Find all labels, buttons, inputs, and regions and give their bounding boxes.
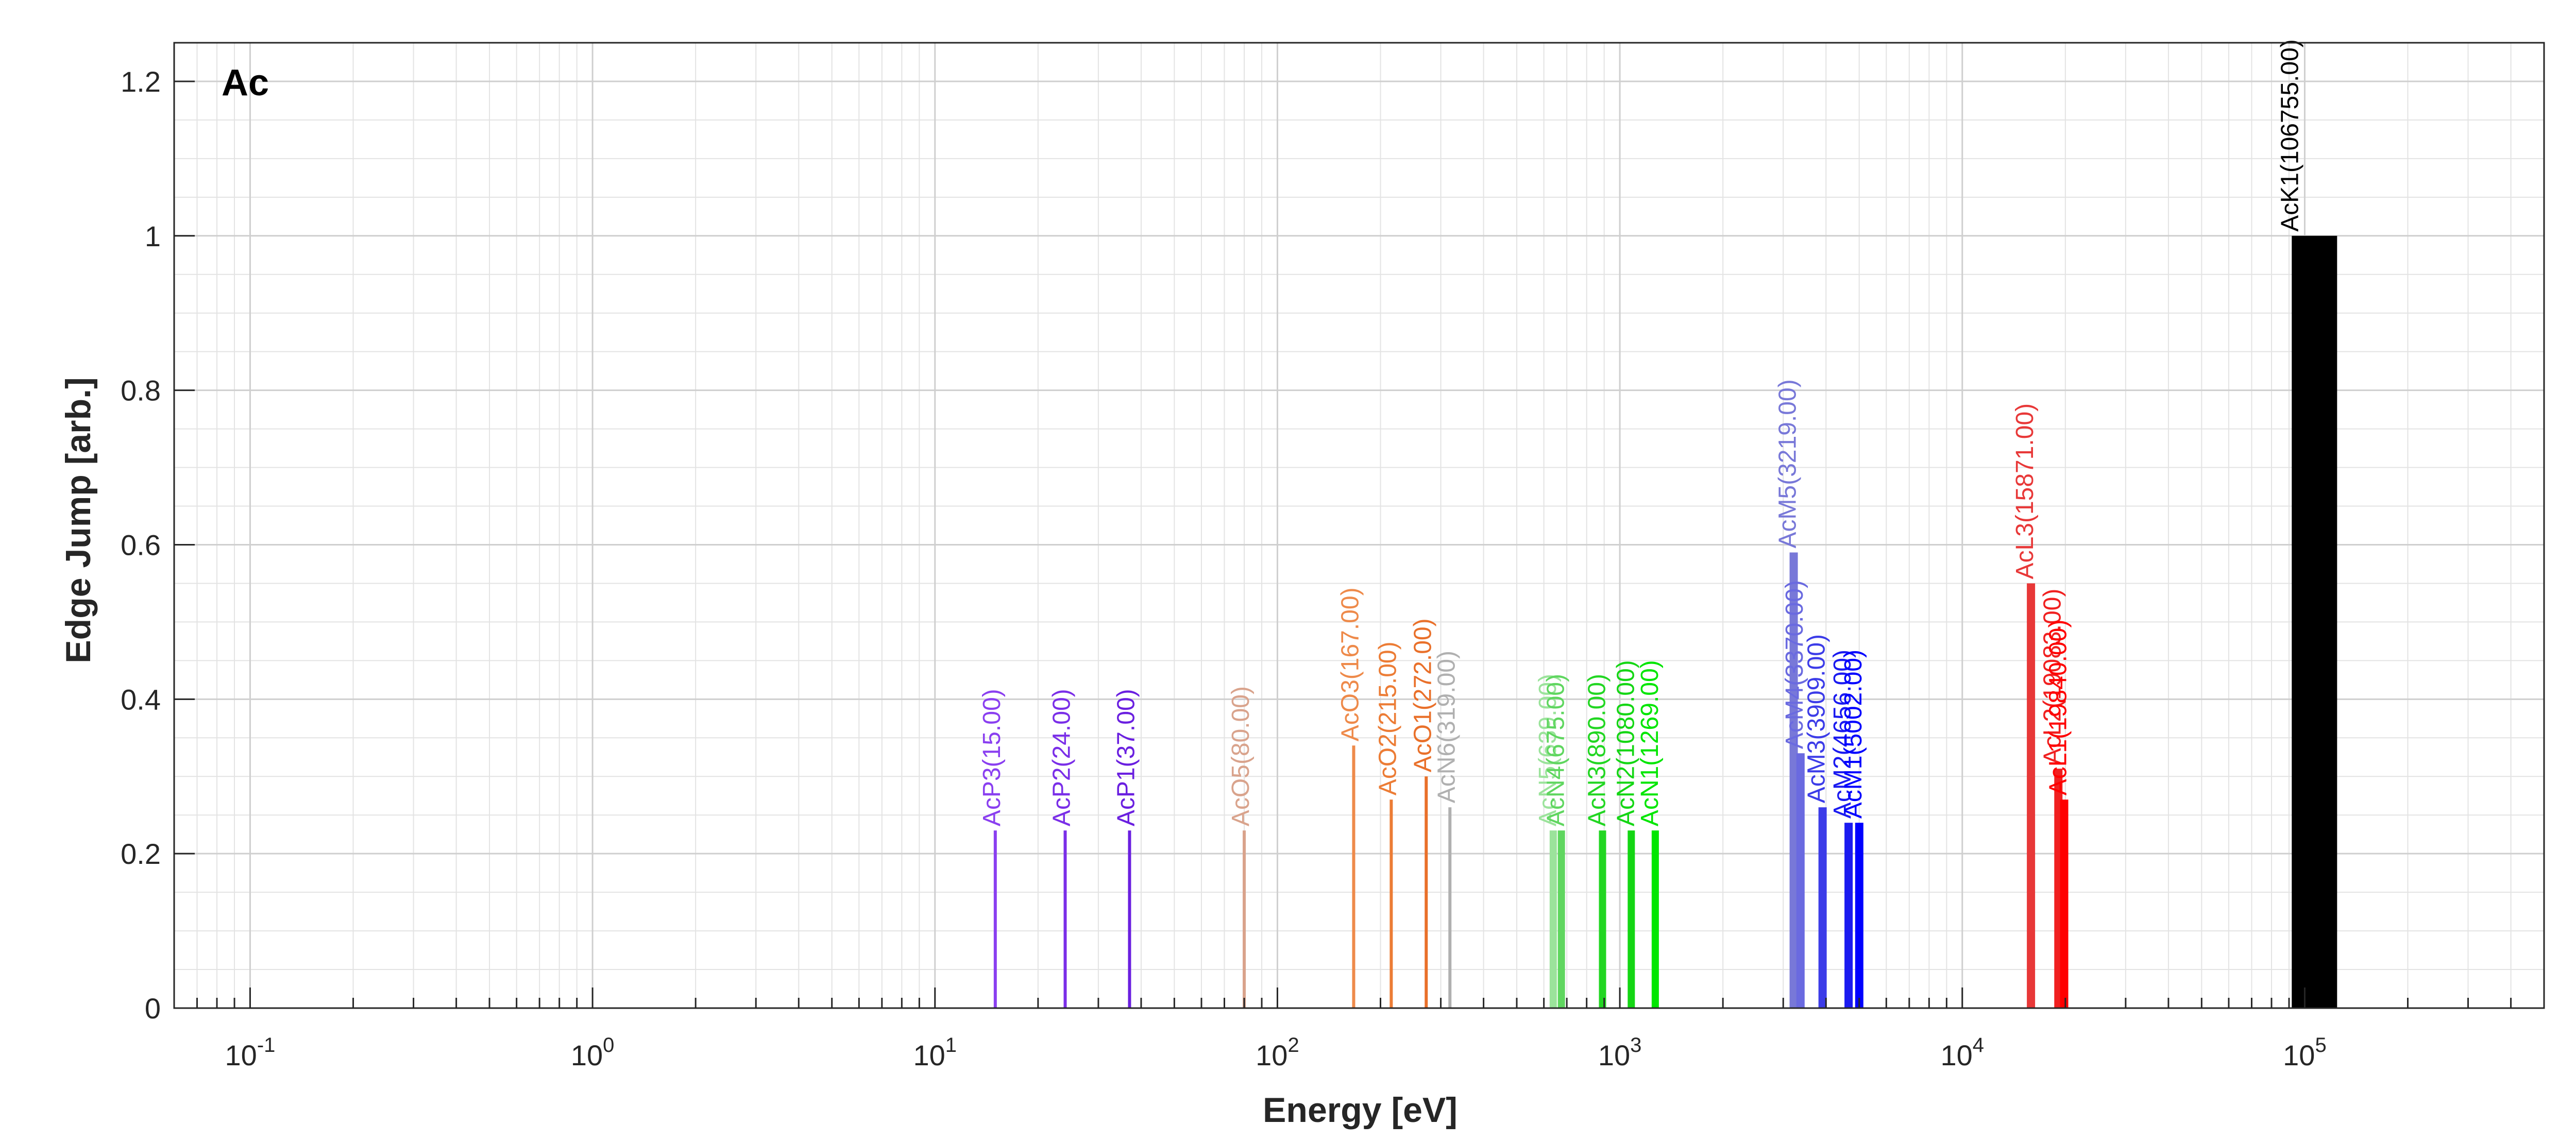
edge-bar	[1557, 830, 1565, 1008]
edge-bar	[2060, 799, 2069, 1008]
x-tick-label: 103	[1598, 1034, 1642, 1071]
edge-bar	[1796, 753, 1805, 1008]
edge-bar	[1844, 823, 1853, 1008]
edge-bar	[1789, 552, 1798, 1008]
edge-bar	[1128, 830, 1131, 1008]
edge-bar	[1425, 776, 1428, 1008]
edge-bar	[1855, 823, 1863, 1008]
edge-bar	[1651, 830, 1659, 1008]
x-tick-label: 104	[1940, 1034, 1984, 1071]
edge-label: AcO1(272.00)	[1409, 618, 1436, 772]
y-axis-ticks: 0 0.2 0.4 0.6 0.8 1 1.2	[121, 65, 195, 1025]
y-tick-label: 0.8	[121, 374, 161, 407]
plot-frame	[173, 42, 2545, 1009]
edge-bars	[993, 235, 2337, 1008]
y-tick-label: 0.4	[121, 683, 161, 716]
y-axis-title: Edge Jump [arb.]	[59, 377, 98, 663]
y-tick-label: 1	[145, 220, 161, 252]
edge-label: AcN1(1269.00)	[1636, 660, 1664, 826]
edge-label: AcM3(3909.00)	[1803, 634, 1831, 803]
x-tick-label: 10-1	[225, 1034, 276, 1071]
edge-label: AcM2(4656.00)	[1829, 650, 1856, 819]
chart-title: Ac	[222, 62, 269, 104]
edge-bar	[2292, 235, 2337, 1008]
edge-label: AcM1(5002.00)	[1840, 650, 1867, 819]
x-tick-label: 101	[913, 1034, 957, 1071]
x-axis-title: Energy [eV]	[1263, 1091, 1458, 1130]
edge-label: AcP2(24.00)	[1048, 689, 1075, 826]
edge-bar	[1448, 807, 1452, 1008]
x-tick-label: 102	[1256, 1034, 1299, 1071]
edge-label: AcM4(3370.00)	[1781, 580, 1808, 749]
x-tick-label: 100	[571, 1034, 615, 1071]
edge-label: AcO5(80.00)	[1227, 686, 1255, 826]
edge-label: AcN4(675.00)	[1543, 674, 1570, 826]
edge-bar	[2027, 583, 2036, 1008]
edge-label: AcN2(1080.00)	[1612, 660, 1639, 826]
edge-label: AcN3(890.00)	[1583, 674, 1611, 826]
major-grid	[174, 43, 2544, 1009]
x-axis-ticks: 10-1 100 101 102 103 104 105	[196, 987, 2512, 1071]
edge-bar	[1818, 807, 1827, 1008]
y-tick-label: 0.6	[121, 529, 161, 561]
edge-label: AcP3(15.00)	[978, 689, 1006, 826]
edge-label: AcO2(215.00)	[1374, 641, 1401, 795]
minor-grid	[174, 43, 2544, 1008]
edge-label: AcN5(639.00)	[1534, 674, 1562, 826]
edge-label: AcN6(319.00)	[1433, 651, 1460, 803]
edge-label: AcL2(19083.00)	[2039, 589, 2066, 765]
edge-label: AcL1(19840.00)	[2045, 620, 2072, 796]
edge-bar	[1628, 830, 1635, 1008]
edge-label: AcL3(15871.00)	[2011, 403, 2039, 580]
edge-bar	[1599, 830, 1606, 1008]
x-tick-label: 105	[2283, 1034, 2327, 1071]
edge-label: AcM5(3219.00)	[1774, 379, 1802, 548]
edge-bar	[993, 830, 997, 1008]
y-tick-label: 1.2	[121, 65, 161, 98]
edge-label: AcP1(37.00)	[1112, 689, 1140, 826]
edge-bar	[1243, 830, 1246, 1008]
y-tick-label: 0	[145, 992, 161, 1025]
edge-bar	[1063, 830, 1067, 1008]
edge-label: AcO3(167.00)	[1336, 587, 1364, 741]
edge-labels: AcP3(15.00) AcP2(24.00) AcP1(37.00) AcO5(80…	[978, 39, 2303, 826]
edge-bar	[1549, 830, 1557, 1008]
y-tick-label: 0.2	[121, 838, 161, 870]
edge-bar	[1352, 745, 1355, 1008]
edge-label: AcK1(106755.00)	[2276, 39, 2303, 232]
edge-bar	[1389, 799, 1393, 1008]
